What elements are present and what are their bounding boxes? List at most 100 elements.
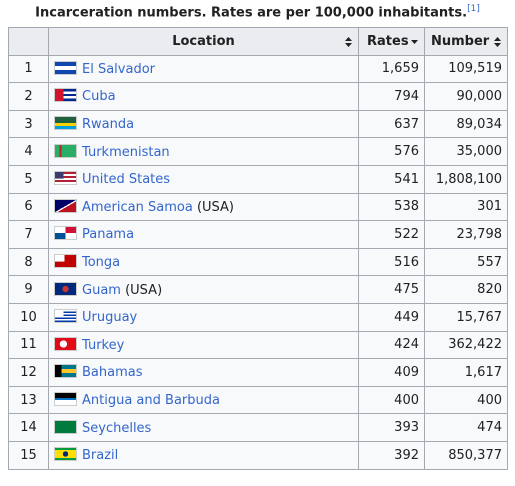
table: Location Rates Number 1 El Salvador 1,659 1… (8, 27, 508, 470)
row: 8 Tonga 516 557 (8, 247, 508, 277)
rate-cell: 393 (358, 413, 425, 442)
rate-cell: 576 (358, 137, 425, 166)
header-cell[interactable]: Location (48, 27, 359, 56)
flag (54, 143, 77, 158)
header-cell[interactable]: Rates (358, 27, 425, 56)
header-row: Location Rates Number (8, 27, 508, 56)
flag (54, 171, 77, 186)
row: 1 El Salvador 1,659 109,519 (8, 54, 508, 84)
rate-cell: 794 (358, 82, 425, 111)
number-cell: 850,377 (424, 440, 508, 470)
row: 13 Antigua and Barbuda 400 400 (8, 385, 508, 415)
country-link[interactable]: Turkey (82, 337, 125, 353)
number-cell: 23,798 (424, 220, 508, 249)
number-cell: 90,000 (424, 82, 508, 111)
flag (54, 198, 77, 213)
country-link[interactable]: Bahamas (82, 365, 143, 381)
header-text: Number (431, 33, 490, 49)
location-cell: Panama (48, 220, 359, 249)
number-cell: 35,000 (424, 137, 508, 166)
header-cell[interactable]: Number (424, 27, 508, 56)
rate-cell: 400 (358, 385, 425, 415)
flag (54, 60, 77, 75)
country-link[interactable]: Guam (82, 282, 121, 298)
flag (54, 419, 77, 434)
reference[interactable]: [1] (467, 4, 480, 14)
location-cell: Uruguay (48, 302, 359, 332)
location-cell: American Samoa (USA) (48, 192, 359, 222)
country-link[interactable]: Brazil (82, 448, 119, 464)
flag (54, 281, 77, 296)
row: 15 Brazil 392 850,377 (8, 440, 508, 470)
row: 2 Cuba 794 90,000 (8, 82, 508, 111)
flag (54, 447, 77, 462)
rate-cell: 516 (358, 247, 425, 277)
country-link[interactable]: American Samoa (82, 199, 193, 215)
rank-cell: 9 (8, 275, 49, 304)
rank-cell: 2 (8, 82, 49, 111)
flag (54, 336, 77, 351)
number-cell: 89,034 (424, 109, 508, 139)
row: 5 United States 541 1,808,100 (8, 164, 508, 194)
rank-cell: 5 (8, 164, 49, 194)
number-cell: 474 (424, 413, 508, 442)
rank-cell: 13 (8, 385, 49, 415)
rank-cell: 15 (8, 440, 49, 470)
location-cell: Seychelles (48, 413, 359, 442)
location-cell: United States (48, 164, 359, 194)
location-cell: Turkmenistan (48, 137, 359, 166)
row: 12 Bahamas 409 1,617 (8, 358, 508, 387)
country-link[interactable]: Uruguay (82, 310, 138, 326)
location-cell: Brazil (48, 440, 359, 470)
rank-cell: 6 (8, 192, 49, 222)
flag (54, 254, 77, 269)
flag (54, 88, 77, 103)
location-cell: Bahamas (48, 358, 359, 387)
caption-text: Incarceration numbers. Rates are per 100… (35, 5, 468, 21)
country-note: (USA) (196, 199, 234, 215)
rank-cell: 14 (8, 413, 49, 442)
header-text: Rates (367, 33, 409, 49)
caption: Incarceration numbers. Rates are per 100… (0, 4, 515, 20)
country-link[interactable]: Seychelles (82, 420, 152, 436)
location-cell: Turkey (48, 330, 359, 360)
number-cell: 1,808,100 (424, 164, 508, 194)
flag (54, 116, 77, 131)
header-text: Location (172, 33, 235, 49)
number-cell: 15,767 (424, 302, 508, 332)
flag (54, 309, 77, 324)
country-link[interactable]: United States (82, 172, 171, 188)
rank-cell: 10 (8, 302, 49, 332)
country-link[interactable]: Panama (82, 227, 135, 243)
country-note: (USA) (125, 282, 163, 298)
rate-cell: 1,659 (358, 54, 425, 84)
number-cell: 400 (424, 385, 508, 415)
row: 4 Turkmenistan 576 35,000 (8, 137, 508, 166)
flag (54, 364, 77, 379)
country-link[interactable]: Turkmenistan (82, 144, 170, 160)
number-cell: 109,519 (424, 54, 508, 84)
rank-cell: 7 (8, 220, 49, 249)
location-cell: El Salvador (48, 54, 359, 84)
location-cell: Guam (USA) (48, 275, 359, 304)
country-link[interactable]: Tonga (82, 255, 121, 271)
rank-cell: 11 (8, 330, 49, 360)
row: 3 Rwanda 637 89,034 (8, 109, 508, 139)
sort-icon (494, 37, 501, 47)
number-cell: 301 (424, 192, 508, 222)
number-cell: 362,422 (424, 330, 508, 360)
header-cell (8, 27, 49, 56)
flag (54, 226, 77, 241)
row: 11 Turkey 424 362,422 (8, 330, 508, 360)
row: 9 Guam (USA) 475 820 (8, 275, 508, 304)
flag (54, 392, 77, 407)
country-link[interactable]: El Salvador (82, 61, 155, 77)
rate-cell: 392 (358, 440, 425, 470)
country-link[interactable]: Rwanda (82, 117, 135, 133)
row: 6 American Samoa (USA) 538 301 (8, 192, 508, 222)
rate-cell: 522 (358, 220, 425, 249)
country-link[interactable]: Cuba (82, 89, 116, 105)
number-cell: 557 (424, 247, 508, 277)
country-link[interactable]: Antigua and Barbuda (82, 393, 220, 409)
